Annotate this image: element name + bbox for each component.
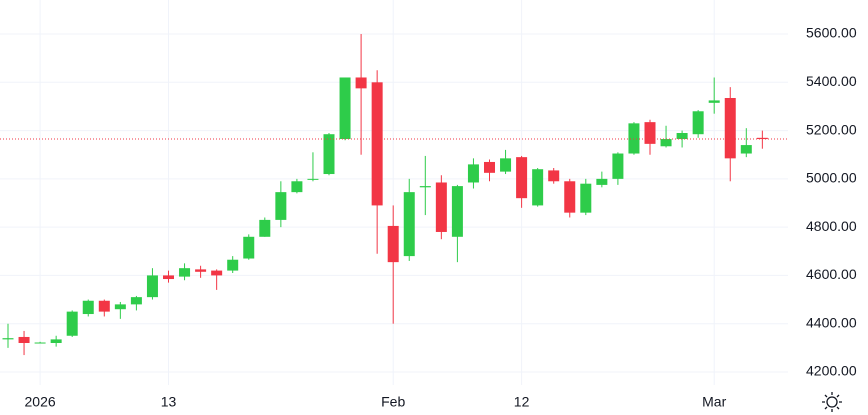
candle-body — [387, 225, 399, 263]
x-tick-label: Feb — [381, 394, 405, 410]
candle-body — [724, 98, 736, 159]
plot-area — [0, 34, 788, 356]
candle-body — [676, 133, 688, 140]
grid — [0, 0, 788, 385]
candle-body — [692, 111, 704, 135]
candle-body — [211, 270, 223, 276]
x-tick-label: 13 — [161, 394, 177, 410]
candle-body — [355, 77, 367, 89]
candle-body — [179, 268, 191, 277]
y-tick-label: 5200.00 — [806, 121, 857, 137]
candle-body — [403, 192, 415, 257]
candle-body — [740, 145, 752, 154]
candle-body — [18, 336, 30, 343]
candle-body — [516, 157, 528, 199]
candle-body — [548, 170, 560, 182]
candle-body — [451, 186, 463, 237]
candle-body — [163, 275, 174, 280]
candle-body — [612, 153, 624, 179]
y-tick-label: 5400.00 — [806, 73, 857, 89]
candle-body — [756, 137, 768, 140]
candle-body — [307, 178, 319, 180]
settings-icon[interactable] — [822, 392, 842, 412]
candle-body — [227, 259, 239, 271]
y-tick-label: 5600.00 — [806, 25, 857, 41]
candle-body — [275, 192, 287, 220]
candle-body — [130, 297, 142, 305]
candle-body — [467, 164, 479, 183]
candle-body — [146, 275, 158, 298]
y-tick-label: 4600.00 — [806, 266, 857, 282]
candle-body — [596, 178, 608, 185]
candle-body — [2, 338, 14, 340]
x-tick-label: 2026 — [25, 394, 56, 410]
candle-body — [243, 236, 255, 259]
candle-body — [371, 82, 383, 206]
candle-body — [708, 100, 720, 103]
x-tick-label: Mar — [702, 394, 726, 410]
candle-body — [98, 300, 110, 312]
candle-body — [660, 139, 672, 147]
y-tick-label: 4400.00 — [806, 314, 857, 330]
candle-body — [323, 134, 335, 175]
y-tick-label: 5000.00 — [806, 170, 857, 186]
candle-body — [195, 269, 207, 272]
candle-body — [82, 300, 94, 315]
candle-body — [564, 181, 576, 213]
candle-body — [484, 161, 495, 173]
axes: 4200.00 4400.00 4600.00 4800.00 5000.00 5200.… — [25, 25, 857, 410]
candle-body — [50, 339, 62, 343]
settings-icon-rays[interactable] — [822, 392, 842, 412]
x-tick-label: 12 — [514, 394, 530, 410]
candle-body — [580, 183, 592, 213]
candle-body — [34, 342, 46, 344]
y-tick-label: 4200.00 — [806, 363, 857, 379]
candle-body — [644, 122, 656, 144]
candle-body — [628, 123, 640, 154]
candle-body — [339, 77, 351, 140]
candle-body — [419, 186, 431, 188]
candle-body — [291, 181, 303, 193]
y-tick-label: 4800.00 — [806, 218, 857, 234]
candle-body — [66, 311, 78, 336]
candle-body — [500, 158, 512, 172]
settings-icon-core[interactable] — [826, 396, 838, 408]
candle-body — [532, 169, 544, 206]
candle-body — [259, 219, 271, 237]
candle-body — [435, 182, 447, 232]
candle-body — [114, 304, 126, 310]
